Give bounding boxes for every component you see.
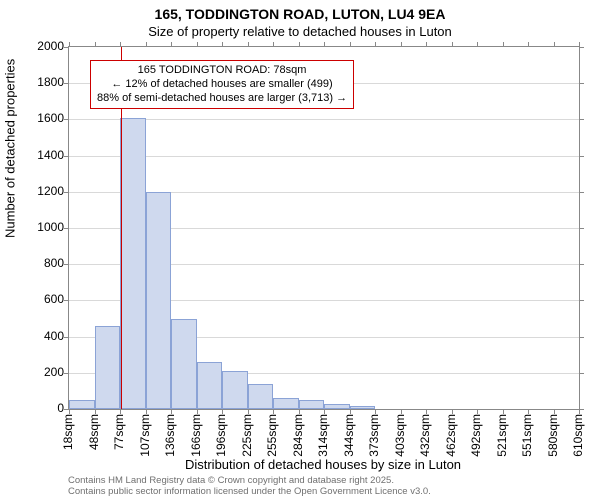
annotation-line1: 165 TODDINGTON ROAD: 78sqm (97, 64, 347, 78)
y-tick-label: 200 (4, 365, 64, 379)
x-tick-label: 196sqm (214, 414, 228, 457)
histogram-bar (350, 406, 376, 409)
histogram-bar (120, 118, 146, 409)
chart-title-main: 165, TODDINGTON ROAD, LUTON, LU4 9EA (0, 6, 600, 22)
x-tick-label: 48sqm (87, 414, 101, 450)
x-tick-label: 432sqm (418, 414, 432, 457)
histogram-bar (171, 319, 197, 410)
annotation-line3: 88% of semi-detached houses are larger (… (97, 92, 347, 106)
x-tick-label: 551sqm (520, 414, 534, 457)
attribution-line2: Contains public sector information licen… (68, 487, 431, 498)
x-tick-label: 344sqm (342, 414, 356, 457)
annotation-callout: 165 TODDINGTON ROAD: 78sqm ← 12% of deta… (90, 60, 354, 109)
y-tick-label: 0 (4, 401, 64, 415)
histogram-bar (69, 400, 95, 409)
y-tick-label: 1800 (4, 75, 64, 89)
x-tick-label: 166sqm (189, 414, 203, 457)
x-tick-label: 610sqm (571, 414, 585, 457)
x-tick-label: 403sqm (393, 414, 407, 457)
x-tick-label: 462sqm (444, 414, 458, 457)
x-tick-label: 492sqm (469, 414, 483, 457)
y-tick-label: 2000 (4, 39, 64, 53)
attribution-text: Contains HM Land Registry data © Crown c… (68, 476, 431, 498)
histogram-bar (95, 326, 121, 409)
histogram-bar (299, 400, 325, 409)
histogram-bar (222, 371, 248, 409)
y-tick-label: 1000 (4, 220, 64, 234)
y-tick-label: 800 (4, 256, 64, 270)
y-tick-label: 400 (4, 329, 64, 343)
histogram-bar (273, 398, 299, 409)
x-tick-label: 77sqm (112, 414, 126, 450)
x-tick-label: 107sqm (138, 414, 152, 457)
x-tick-label: 521sqm (495, 414, 509, 457)
x-tick-label: 225sqm (240, 414, 254, 457)
x-tick-label: 314sqm (316, 414, 330, 457)
y-tick-label: 1200 (4, 184, 64, 198)
chart-title-sub: Size of property relative to detached ho… (0, 24, 600, 39)
histogram-bar (197, 362, 223, 409)
histogram-bar (248, 384, 274, 409)
x-tick-label: 136sqm (163, 414, 177, 457)
x-tick-label: 373sqm (367, 414, 381, 457)
x-tick-label: 284sqm (291, 414, 305, 457)
y-tick-label: 600 (4, 292, 64, 306)
histogram-bar (146, 192, 172, 409)
x-tick-label: 580sqm (546, 414, 560, 457)
annotation-line2: ← 12% of detached houses are smaller (49… (97, 78, 347, 92)
y-tick-label: 1600 (4, 111, 64, 125)
x-axis-label: Distribution of detached houses by size … (68, 457, 578, 472)
histogram-bar (324, 404, 350, 409)
x-tick-label: 18sqm (61, 414, 75, 450)
y-tick-label: 1400 (4, 148, 64, 162)
x-tick-label: 255sqm (265, 414, 279, 457)
chart-container: 165, TODDINGTON ROAD, LUTON, LU4 9EA Siz… (0, 0, 600, 500)
